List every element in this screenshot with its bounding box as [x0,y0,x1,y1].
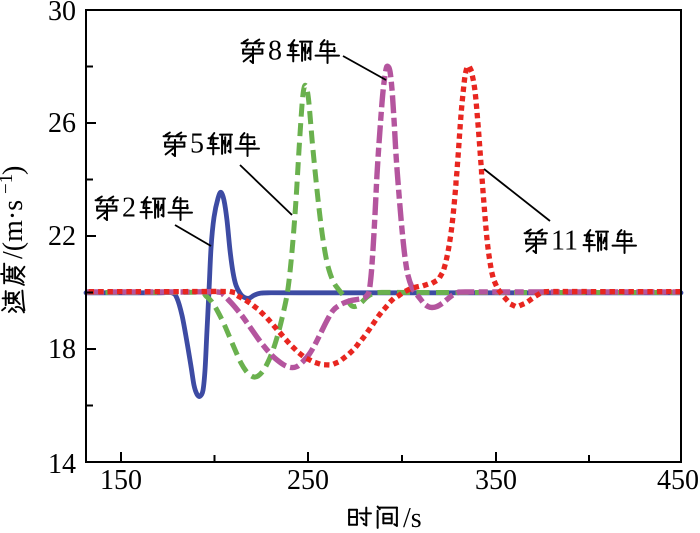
svg-text:150: 150 [100,465,142,496]
svg-text:350: 350 [475,465,517,496]
svg-text:14: 14 [48,449,76,480]
svg-text:/s: /s [403,503,422,533]
svg-text:): ) [0,166,29,175]
svg-text:−1: −1 [0,174,17,194]
svg-text:5: 5 [190,128,204,159]
svg-text:450: 450 [657,465,699,496]
svg-text:22: 22 [48,221,76,252]
svg-text:8: 8 [268,35,282,66]
svg-text:2: 2 [122,192,136,223]
svg-text:1: 1 [551,225,565,256]
svg-text:/(m·s: /(m·s [0,200,29,259]
svg-text:18: 18 [48,334,76,365]
svg-text:250: 250 [287,465,329,496]
svg-text:26: 26 [48,108,76,139]
svg-text:30: 30 [48,0,76,27]
svg-text:1: 1 [564,225,578,256]
